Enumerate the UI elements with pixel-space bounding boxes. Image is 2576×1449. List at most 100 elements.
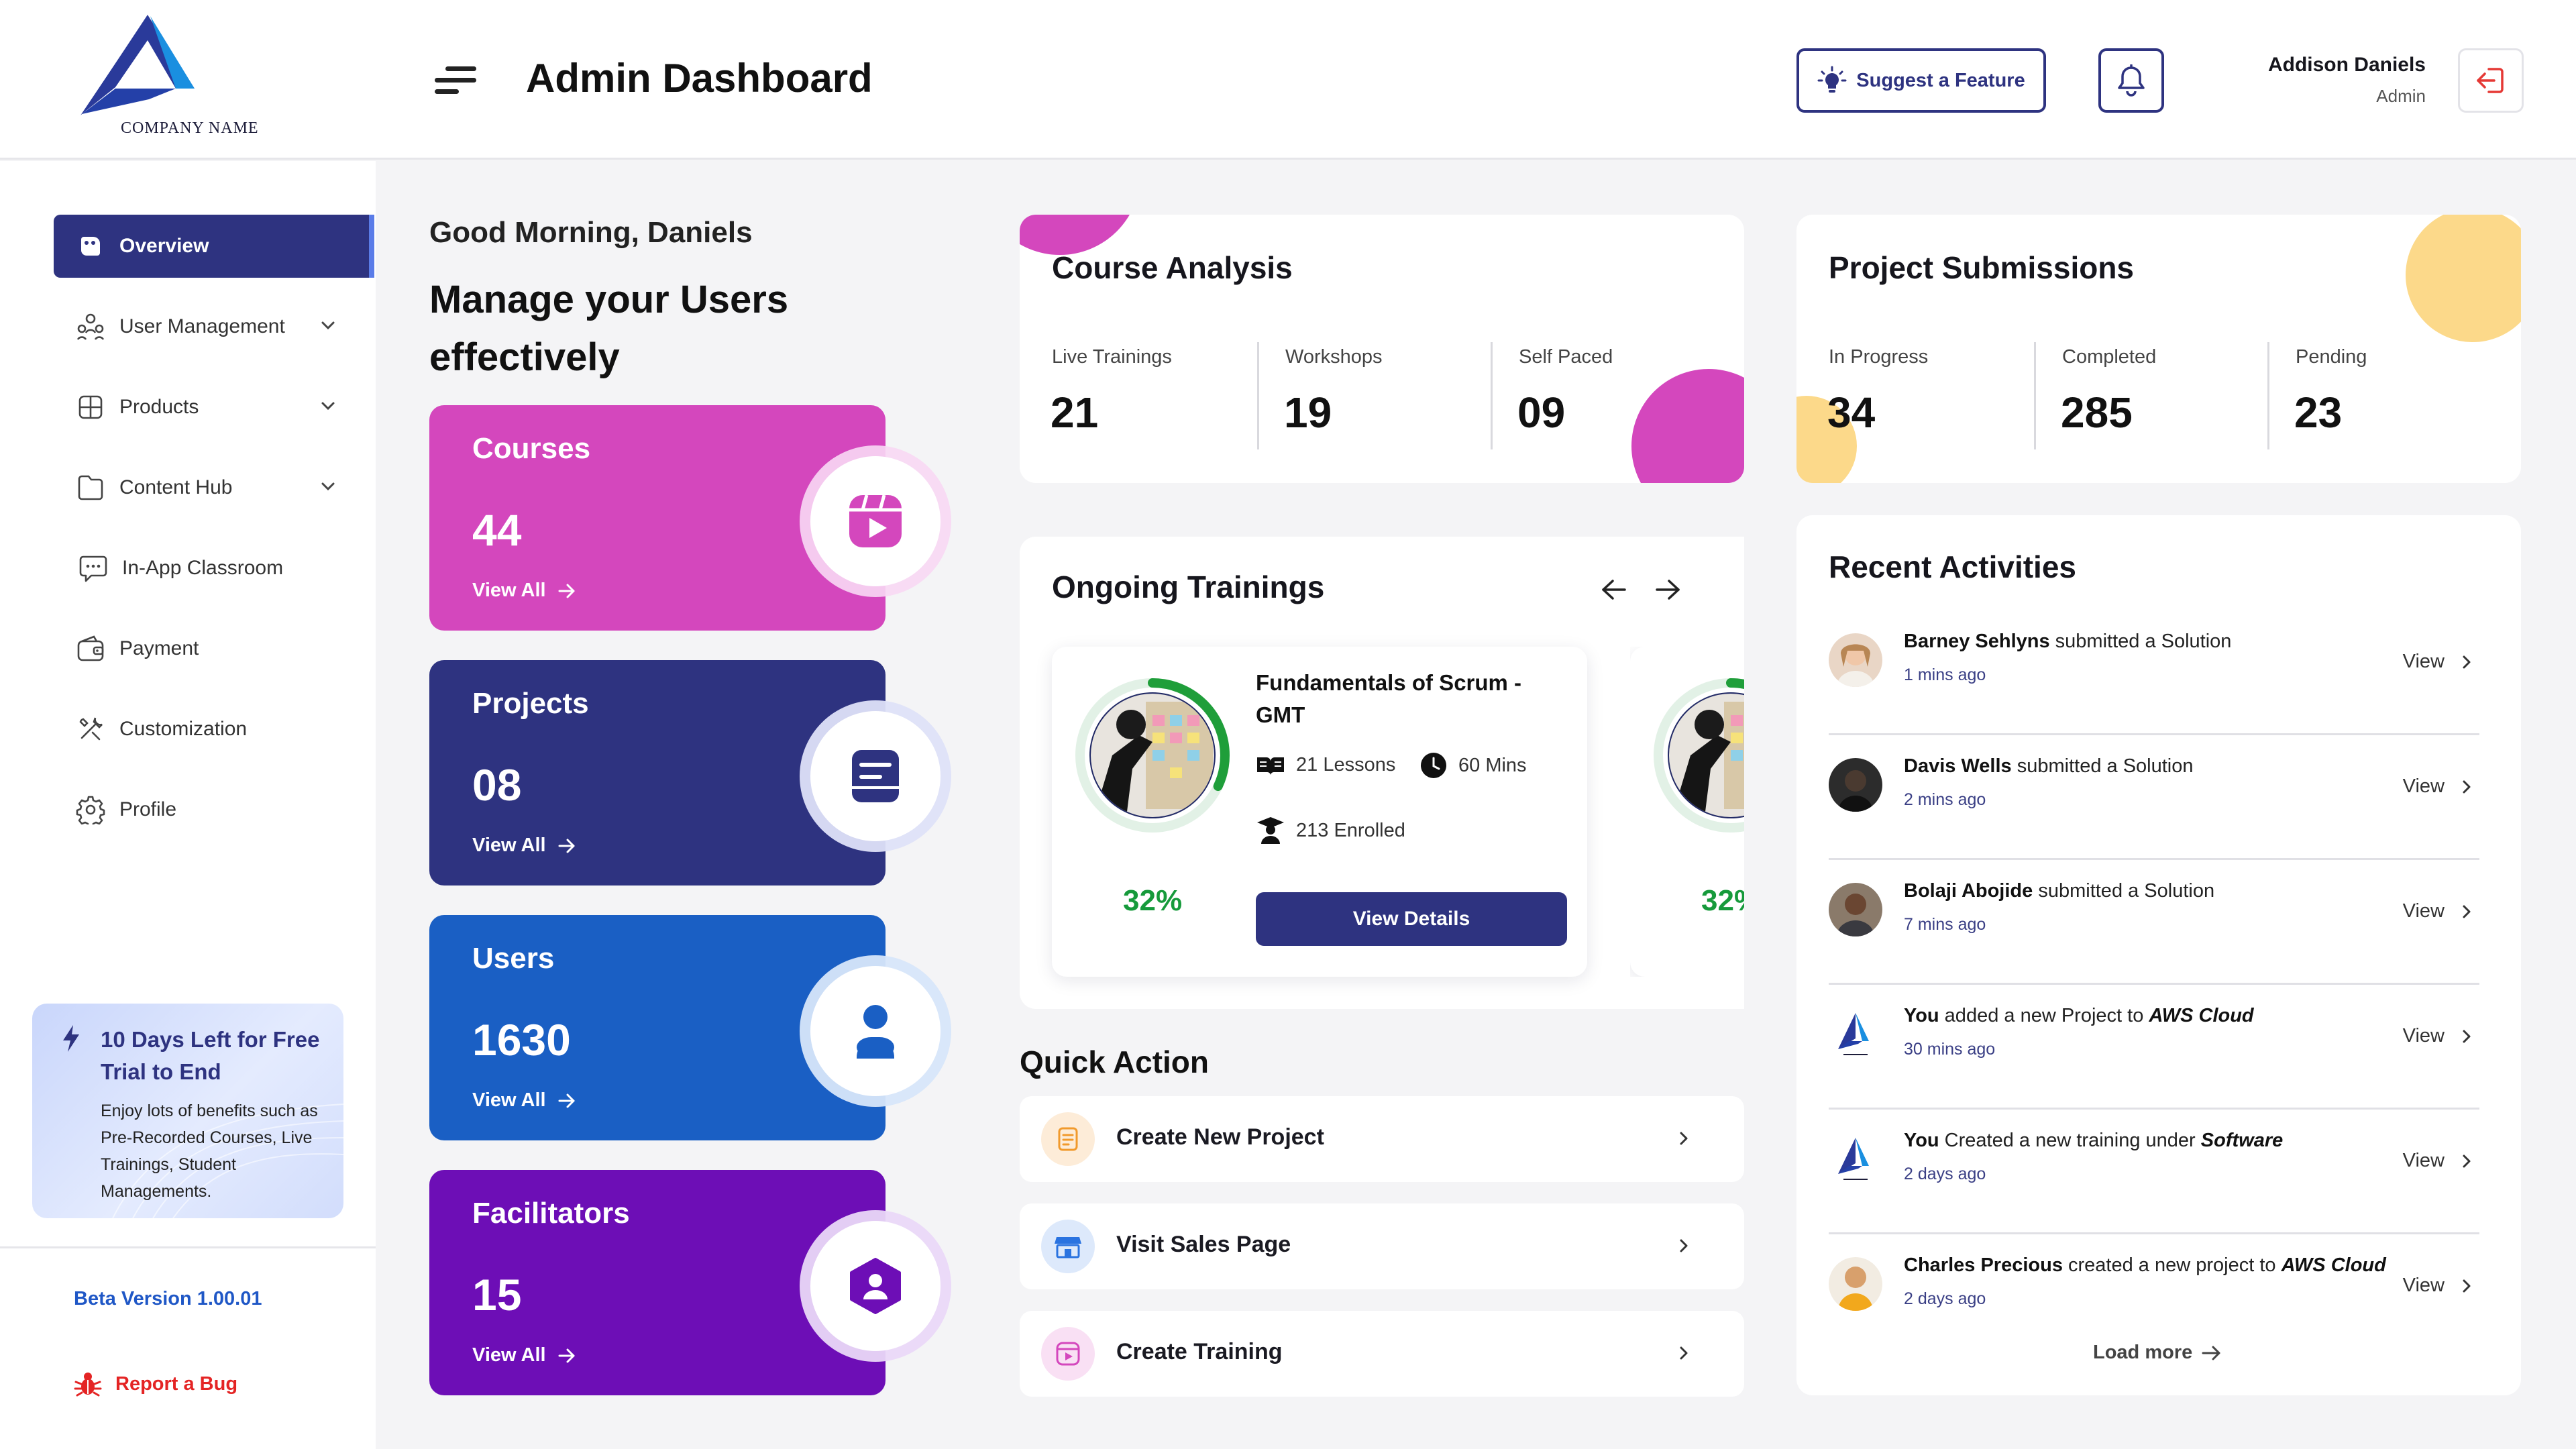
- stat-value: 1630: [472, 1015, 571, 1065]
- users-icon: [75, 311, 106, 342]
- chevron-right-icon: [2461, 777, 2473, 797]
- arrow-right-icon[interactable]: [1654, 578, 1681, 601]
- metric-value: 34: [1827, 388, 1876, 437]
- icon-disc: [810, 711, 941, 841]
- quick-action-visit-sales[interactable]: Visit Sales Page: [1020, 1203, 1744, 1289]
- sidebar-item-in-app-classroom[interactable]: In-App Classroom: [54, 537, 374, 600]
- sidebar-item-label: Products: [119, 396, 199, 418]
- view-all-link[interactable]: View All: [472, 580, 576, 602]
- view-activity-button[interactable]: View: [2403, 775, 2473, 798]
- metric-label: Workshops: [1285, 346, 1383, 368]
- sidebar-item-label: Payment: [119, 637, 199, 659]
- trial-title: 10 Days Left for Free Trial to End: [101, 1027, 320, 1084]
- progress-fill: [1654, 678, 1744, 833]
- chevron-down-icon[interactable]: [319, 478, 337, 495]
- progress-label: 32%: [1123, 884, 1183, 917]
- load-more-button[interactable]: Load more: [2093, 1342, 2222, 1364]
- arrow-right-icon: [558, 584, 576, 598]
- progress-ring: [1650, 675, 1744, 836]
- suggest-feature-button[interactable]: Suggest a Feature: [1796, 48, 2046, 113]
- view-all-link[interactable]: View All: [472, 1089, 576, 1112]
- stat-title: Courses: [472, 432, 591, 465]
- view-details-button[interactable]: View Details: [1256, 892, 1567, 946]
- load-more-label: Load more: [2093, 1342, 2193, 1363]
- view-all-link[interactable]: View All: [472, 1344, 576, 1366]
- video-icon: [848, 494, 903, 549]
- lessons-label: 21 Lessons: [1296, 754, 1396, 775]
- activity-text: Bolaji Abojide submitted a Solution: [1904, 880, 2214, 902]
- quick-action-label: Visit Sales Page: [1116, 1232, 1291, 1257]
- report-bug-button[interactable]: Report a Bug: [74, 1370, 237, 1398]
- chevron-down-icon[interactable]: [319, 317, 337, 334]
- sidebar-item-customization[interactable]: Customization: [54, 698, 374, 761]
- chevron-down-icon[interactable]: [319, 397, 337, 415]
- chat-icon: [78, 553, 109, 584]
- sidebar-item-payment[interactable]: Payment: [54, 617, 374, 680]
- view-activity-button[interactable]: View: [2403, 900, 2473, 922]
- sidebar-item-label: User Management: [119, 315, 285, 337]
- chevron-right-icon: [1677, 1343, 1690, 1363]
- arrow-right-icon: [558, 1348, 576, 1363]
- view-activity-button[interactable]: View: [2403, 1275, 2473, 1297]
- menu-toggle-icon[interactable]: [433, 65, 478, 96]
- facilitators-card[interactable]: Facilitators 15 View All: [429, 1170, 951, 1395]
- user-icon: [855, 1004, 896, 1059]
- sidebar-item-overview[interactable]: Overview: [54, 215, 374, 278]
- recent-activities-title: Recent Activities: [1829, 549, 2076, 584]
- sidebar-item-products[interactable]: Products: [54, 376, 374, 439]
- activity-time: 2 days ago: [1904, 1289, 1986, 1308]
- company-logo[interactable]: [75, 13, 270, 121]
- avatar: [1829, 758, 1882, 812]
- activity-item: You Created a new training under Softwar…: [1829, 1110, 2479, 1234]
- lightning-icon: [62, 1025, 80, 1052]
- metric-value: 19: [1284, 388, 1332, 437]
- activity-action: created a new project to: [2062, 1254, 2282, 1276]
- activity-action: added a new Project to: [1939, 1005, 2149, 1026]
- view-all-link[interactable]: View All: [472, 835, 576, 857]
- chevron-right-icon: [2461, 902, 2473, 922]
- greeting: Good Morning, Daniels: [429, 216, 753, 249]
- sidebar-item-label: Profile: [119, 798, 177, 820]
- sidebar-item-content-hub[interactable]: Content Hub: [54, 456, 374, 519]
- users-card[interactable]: Users 1630 View All: [429, 915, 951, 1140]
- quick-action-create-training[interactable]: Create Training: [1020, 1311, 1744, 1397]
- arrow-left-icon[interactable]: [1601, 578, 1627, 601]
- quick-action-create-project[interactable]: Create New Project: [1020, 1096, 1744, 1182]
- stat-value: 44: [472, 505, 522, 555]
- sidebar-item-profile[interactable]: Profile: [54, 778, 374, 841]
- metric-value: 23: [2294, 388, 2343, 437]
- courses-card[interactable]: Courses 44 View All: [429, 405, 951, 631]
- sidebar: Overview User Management Products Conten…: [0, 161, 376, 1449]
- activity-text: You Created a new training under Softwar…: [1904, 1130, 2283, 1152]
- activity-time: 2 mins ago: [1904, 790, 1986, 809]
- view-activity-button[interactable]: View: [2403, 1025, 2473, 1047]
- project-submissions-card: Project Submissions In Progress 34 Compl…: [1796, 215, 2521, 483]
- view-label: View: [2402, 900, 2445, 922]
- stat-title: Projects: [472, 687, 589, 720]
- metric-value: 285: [2061, 388, 2133, 437]
- activity-text: Barney Sehlyns submitted a Solution: [1904, 631, 2231, 653]
- logout-button[interactable]: [2458, 48, 2524, 113]
- view-activity-button[interactable]: View: [2403, 651, 2473, 673]
- activity-text: You added a new Project to AWS Cloud: [1904, 1005, 2254, 1027]
- view-label: View: [2402, 775, 2445, 797]
- sidebar-item-user-management[interactable]: User Management: [54, 295, 374, 358]
- user-name[interactable]: Addison Daniels: [2267, 54, 2426, 76]
- view-activity-button[interactable]: View: [2403, 1150, 2473, 1172]
- content-icon: [75, 472, 106, 503]
- course-analysis-title: Course Analysis: [1052, 250, 1293, 285]
- sidebar-item-label: Content Hub: [119, 476, 233, 498]
- projects-card[interactable]: Projects 08 View All: [429, 660, 951, 885]
- metric-value: 21: [1051, 388, 1099, 437]
- activity-time: 30 mins ago: [1904, 1040, 1996, 1059]
- enrolled-count: 213 Enrolled: [1256, 816, 1405, 845]
- duration: 60 Mins: [1419, 751, 1527, 780]
- view-all-label: View All: [472, 1344, 546, 1366]
- stat-title: Users: [472, 942, 555, 975]
- chevron-right-icon: [2461, 1151, 2473, 1171]
- company-logo-icon: [1829, 1132, 1882, 1186]
- trial-banner[interactable]: [32, 1004, 343, 1218]
- notifications-button[interactable]: [2098, 48, 2164, 113]
- page-title: Admin Dashboard: [526, 56, 873, 101]
- beta-version: Beta Version 1.00.01: [74, 1288, 262, 1309]
